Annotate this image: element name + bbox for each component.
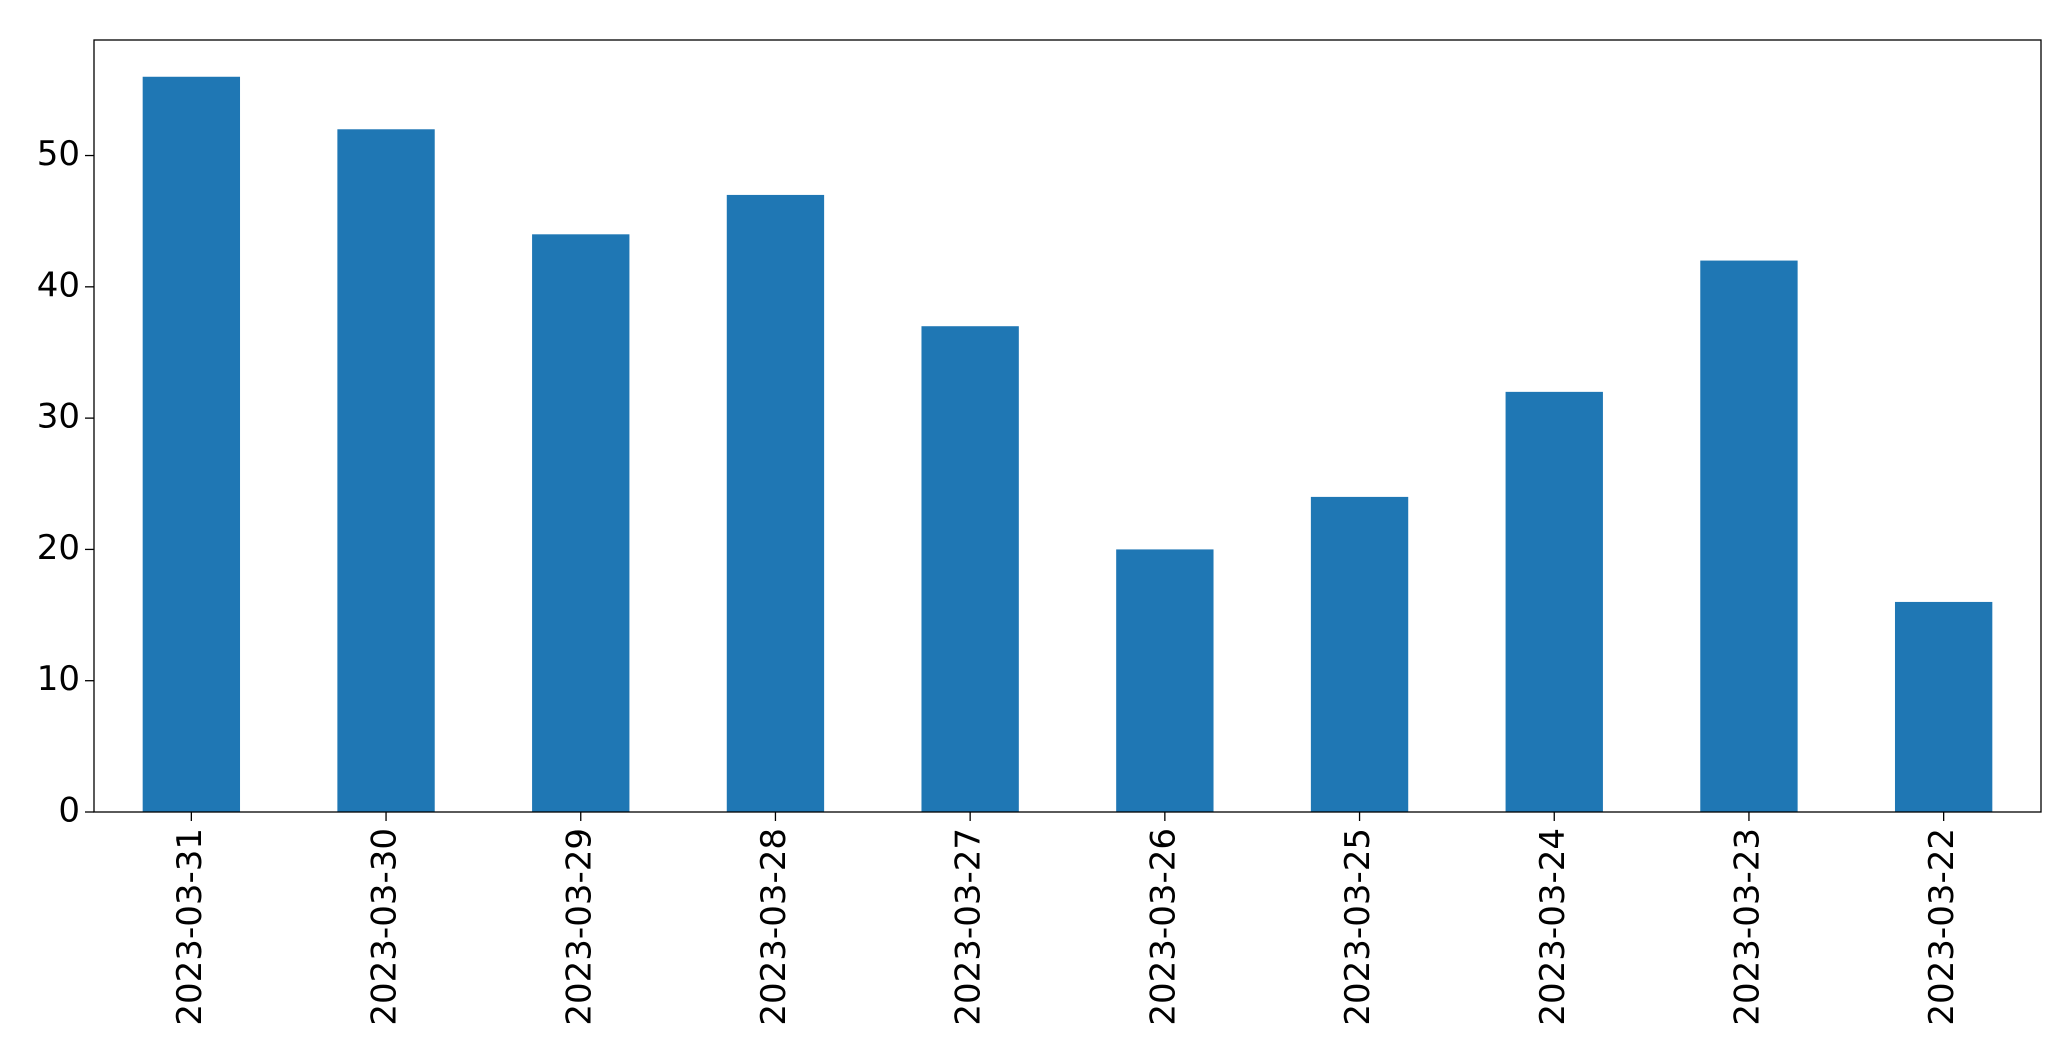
y-tick-label: 20: [37, 528, 80, 568]
x-tick-label: 2023-03-30: [365, 828, 405, 1026]
bar: [1505, 391, 1603, 812]
plot-frame: [93, 39, 2042, 813]
bar: [726, 194, 825, 812]
bar: [1700, 260, 1798, 813]
bar: [921, 326, 1019, 812]
bar: [1116, 549, 1214, 812]
y-tick-label: 30: [37, 397, 80, 437]
y-tick-label: 0: [58, 791, 80, 831]
bar: [532, 234, 630, 812]
x-tick-label: 2023-03-23: [1727, 828, 1767, 1026]
bar: [337, 129, 435, 812]
y-tick-label: 40: [37, 265, 80, 305]
x-tick-label: 2023-03-29: [559, 828, 599, 1026]
bar: [1894, 601, 1993, 812]
x-tick-label: 2023-03-31: [170, 828, 210, 1026]
bar: [1310, 496, 1409, 812]
x-tick-label: 2023-03-22: [1922, 828, 1962, 1026]
bar: [142, 76, 241, 812]
x-tick-label: 2023-03-26: [1143, 828, 1183, 1026]
y-tick-label: 10: [37, 659, 80, 699]
x-tick-label: 2023-03-25: [1338, 828, 1378, 1026]
y-tick-label: 50: [37, 134, 80, 174]
x-tick-label: 2023-03-24: [1533, 828, 1573, 1026]
x-tick-label: 2023-03-28: [754, 828, 794, 1026]
x-tick-label: 2023-03-27: [949, 828, 989, 1026]
